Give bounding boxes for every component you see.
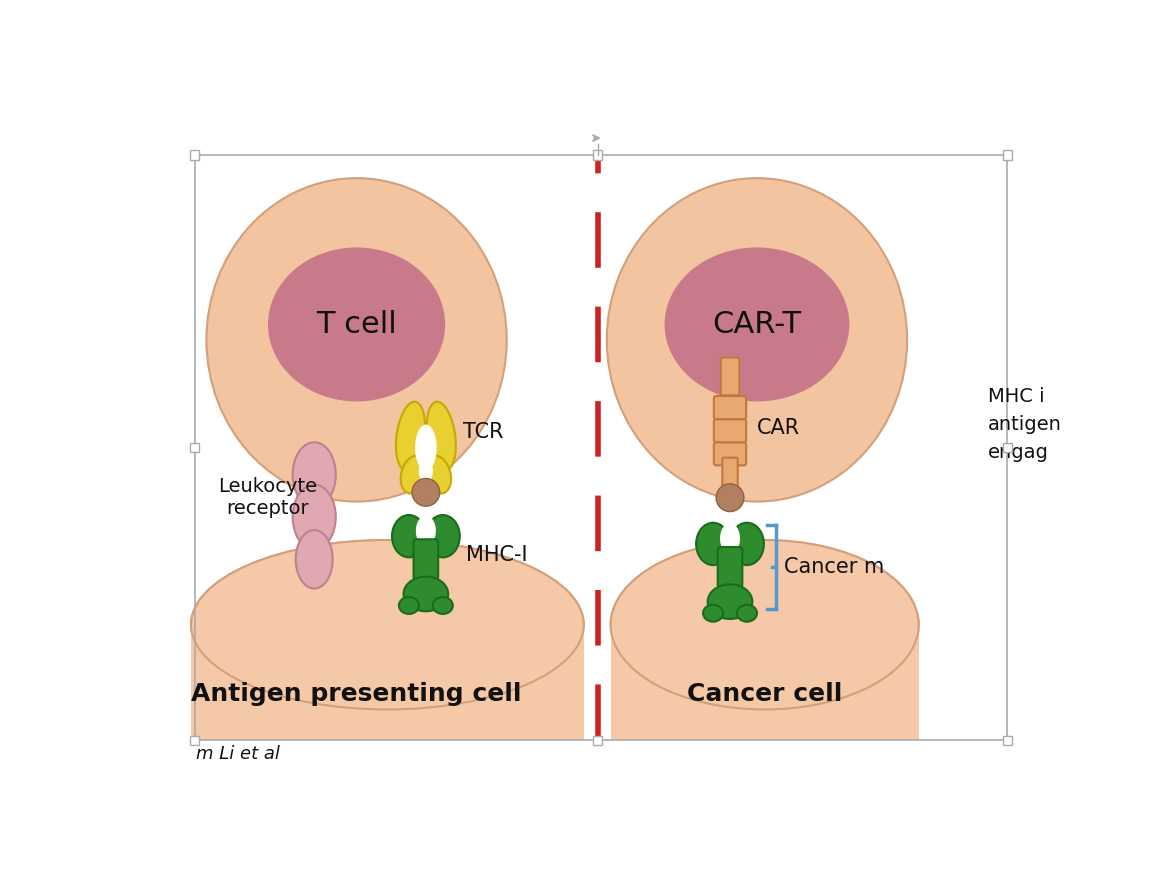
- FancyBboxPatch shape: [722, 458, 738, 487]
- Text: TCR: TCR: [463, 423, 504, 442]
- Text: MHC-I: MHC-I: [466, 545, 527, 565]
- Text: Leukocyte
receptor: Leukocyte receptor: [218, 477, 317, 518]
- FancyBboxPatch shape: [721, 358, 739, 396]
- Ellipse shape: [433, 597, 452, 614]
- Ellipse shape: [737, 605, 757, 621]
- Text: MHC i
antigen
engag: MHC i antigen engag: [988, 387, 1062, 462]
- Bar: [1003, 443, 1012, 452]
- Ellipse shape: [268, 248, 445, 402]
- Ellipse shape: [206, 178, 507, 501]
- Text: Antigen presenting cell: Antigen presenting cell: [191, 682, 522, 706]
- Bar: [1003, 150, 1012, 159]
- Ellipse shape: [191, 540, 584, 710]
- Ellipse shape: [296, 530, 332, 589]
- Ellipse shape: [191, 540, 584, 710]
- Ellipse shape: [606, 178, 907, 501]
- Bar: [190, 443, 199, 452]
- Ellipse shape: [708, 584, 752, 619]
- Ellipse shape: [426, 456, 451, 493]
- FancyBboxPatch shape: [714, 396, 746, 419]
- Ellipse shape: [716, 484, 744, 512]
- Text: Cancer m: Cancer m: [784, 557, 884, 577]
- Ellipse shape: [427, 402, 456, 471]
- Text: CAR: CAR: [757, 418, 800, 438]
- Ellipse shape: [401, 456, 427, 493]
- Ellipse shape: [415, 424, 436, 471]
- Bar: [593, 150, 602, 159]
- Ellipse shape: [703, 605, 723, 621]
- FancyBboxPatch shape: [718, 547, 743, 588]
- FancyBboxPatch shape: [611, 625, 919, 740]
- Ellipse shape: [426, 515, 459, 557]
- Bar: [190, 736, 199, 745]
- Bar: [190, 150, 199, 159]
- FancyBboxPatch shape: [414, 539, 438, 580]
- Ellipse shape: [293, 485, 336, 550]
- Ellipse shape: [719, 523, 740, 554]
- Ellipse shape: [419, 456, 433, 486]
- Ellipse shape: [412, 479, 440, 506]
- FancyBboxPatch shape: [714, 442, 746, 466]
- Text: m Li et al: m Li et al: [196, 746, 280, 763]
- Ellipse shape: [611, 540, 919, 710]
- Ellipse shape: [696, 522, 730, 565]
- Ellipse shape: [611, 540, 919, 710]
- Ellipse shape: [399, 597, 419, 614]
- Ellipse shape: [665, 248, 849, 402]
- Text: CAR-T: CAR-T: [712, 310, 801, 339]
- Ellipse shape: [392, 515, 426, 557]
- Text: T cell: T cell: [316, 310, 396, 339]
- Ellipse shape: [416, 515, 436, 546]
- Ellipse shape: [293, 442, 336, 507]
- Ellipse shape: [730, 522, 764, 565]
- Bar: [593, 736, 602, 745]
- FancyBboxPatch shape: [714, 419, 746, 442]
- Text: Cancer cell: Cancer cell: [687, 682, 842, 706]
- Ellipse shape: [396, 402, 426, 471]
- Ellipse shape: [403, 577, 448, 612]
- Bar: [1003, 736, 1012, 745]
- FancyBboxPatch shape: [191, 625, 584, 740]
